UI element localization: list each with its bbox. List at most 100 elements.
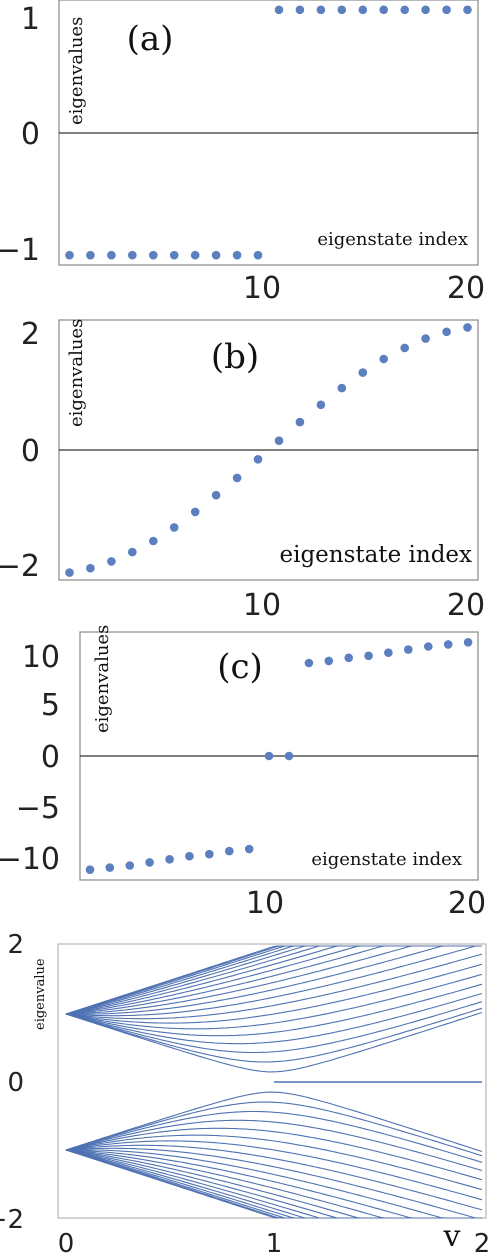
panel-b-point-16 [379,354,389,364]
panel-a-point-15 [358,5,368,15]
panel-d-ytick-minus2: −2 [0,1205,24,1235]
panel-b-point-10 [253,455,263,464]
panel-c-ytick-0: 0 [41,740,60,775]
panel-a-xlabel: eigenstate index [317,229,468,250]
panel-d-curve-lower-20 [65,1091,483,1153]
panel-c-point-15 [364,651,373,661]
panel-a-point-20 [463,5,472,15]
panel-c-ytick-minus10: −10 [0,842,60,877]
panel-d-curve-lower-12 [65,1147,482,1219]
panel-d-curve-lower-14 [65,1140,483,1201]
panel-a-point-18 [421,5,430,15]
panel-c-point-13 [324,656,334,666]
panel-d-ylabel: eigenvalue [33,958,48,1030]
panel-a-point-14 [337,5,347,15]
panel-b-point-11 [274,436,284,446]
panel-b-xtick-20: 20 [447,588,485,623]
panel-a-point-2 [86,250,95,260]
panel-d-curve-upper-18 [65,1001,483,1054]
panel-a-ytick-0: 0 [21,117,40,152]
panel-d-curve-lower-10 [65,1149,482,1219]
panel-a-point-10 [253,250,263,260]
panel-d-curve-lower-18 [65,1110,483,1163]
panel-d-curve-lower-16 [65,1127,483,1181]
panel-a-point-1 [65,250,74,260]
panel-d-curve-upper-17 [65,992,483,1045]
panel-c-ytick-5: 5 [41,688,60,723]
panel-c-point-10 [264,751,274,761]
panel-d-frame [57,943,487,1219]
panel-c-point-19 [443,640,453,649]
panel-c-point-6 [185,851,194,861]
panel-a-point-5 [149,250,158,260]
panel-c-point-3 [125,861,135,870]
panel-c-xtick-10: 10 [246,886,284,921]
panel-a-point-4 [128,250,137,260]
panel-d-curve-upper-20 [65,1011,483,1073]
panel-a-point-11 [274,5,284,15]
panel-d-xtick-2: 2 [474,1229,491,1256]
panel-b-point-5 [149,536,158,546]
panel-b-point-7 [190,507,200,517]
panel-d-curve-upper-19 [65,1007,483,1063]
panel-d-lines [65,945,483,1219]
panel-c-point-11 [284,751,294,761]
panel-b-ytick-2: 2 [21,317,40,352]
panel-d-curve-lower-17 [65,1119,483,1172]
panel-b-point-12 [295,417,305,427]
panel-b-point-1 [65,568,74,577]
panel-d-curve-upper-16 [65,983,483,1037]
panel-b-point-15 [358,368,368,377]
panel-d: eigenvalue 2 0 −2 0 1 2 v [0,930,490,1256]
panel-b-point-20 [463,323,472,332]
panel-d-curve-lower-13 [65,1144,483,1211]
panel-a-xtick-20: 20 [447,271,485,306]
panel-c: (c) eigenvalues eigenstate index 10 5 0 … [0,625,486,921]
panel-a-ytick-minus1: −1 [0,233,40,268]
panel-a-point-7 [190,250,200,260]
panel-b-point-6 [169,523,179,532]
panel-c-points [85,638,473,874]
panel-c-point-7 [205,849,214,859]
panel-c-ytick-minus5: −5 [16,791,60,826]
panel-b-xlabel: eigenstate index [279,542,472,568]
panel-b-point-13 [316,400,326,410]
panel-d-curve-upper-8 [65,945,482,1015]
panel-b-points [65,323,472,577]
panel-a-point-8 [211,250,221,260]
panel-b-point-14 [337,383,347,393]
panel-d-ytick-0: 0 [7,1068,24,1098]
panel-a-xtick-10: 10 [243,271,281,306]
panel-c-point-20 [463,638,473,647]
panel-c-point-12 [304,658,314,668]
panel-d-curve-lower-19 [65,1101,483,1157]
panel-d-xtick-1: 1 [266,1229,283,1256]
panel-c-point-17 [404,645,413,654]
panel-b-xtick-10: 10 [243,588,281,623]
panel-b-point-4 [128,547,137,557]
panel-c-point-8 [225,846,234,856]
panel-a-point-19 [442,5,451,15]
panel-d-curve-upper-14 [65,963,483,1024]
panel-a-point-12 [295,5,305,15]
panel-b: (b) eigenvalues eigenstate index 2 0 −2 … [0,317,485,623]
panel-a-point-3 [107,250,116,260]
panel-c-point-1 [85,865,95,874]
panel-b-point-3 [107,557,116,566]
panel-b-point-2 [86,563,95,573]
panel-b-title: (b) [211,337,259,377]
panel-c-point-5 [165,855,174,864]
panel-c-xtick-20: 20 [448,886,486,921]
panel-b-ytick-minus2: −2 [0,549,40,584]
panel-a-point-13 [316,5,326,15]
panel-a-point-16 [379,5,389,15]
panel-d-curve-upper-13 [65,953,483,1020]
panel-c-point-4 [145,858,154,867]
panel-d-ytick-2: 2 [7,930,24,960]
panel-d-curve-lower-11 [65,1149,482,1219]
panel-b-point-8 [211,490,221,500]
panel-a-ytick-1: 1 [21,2,40,37]
panel-a: (a) eigenvalues eigenstate index 1 0 −1 … [0,0,485,306]
panel-b-ytick-0: 0 [21,434,40,469]
